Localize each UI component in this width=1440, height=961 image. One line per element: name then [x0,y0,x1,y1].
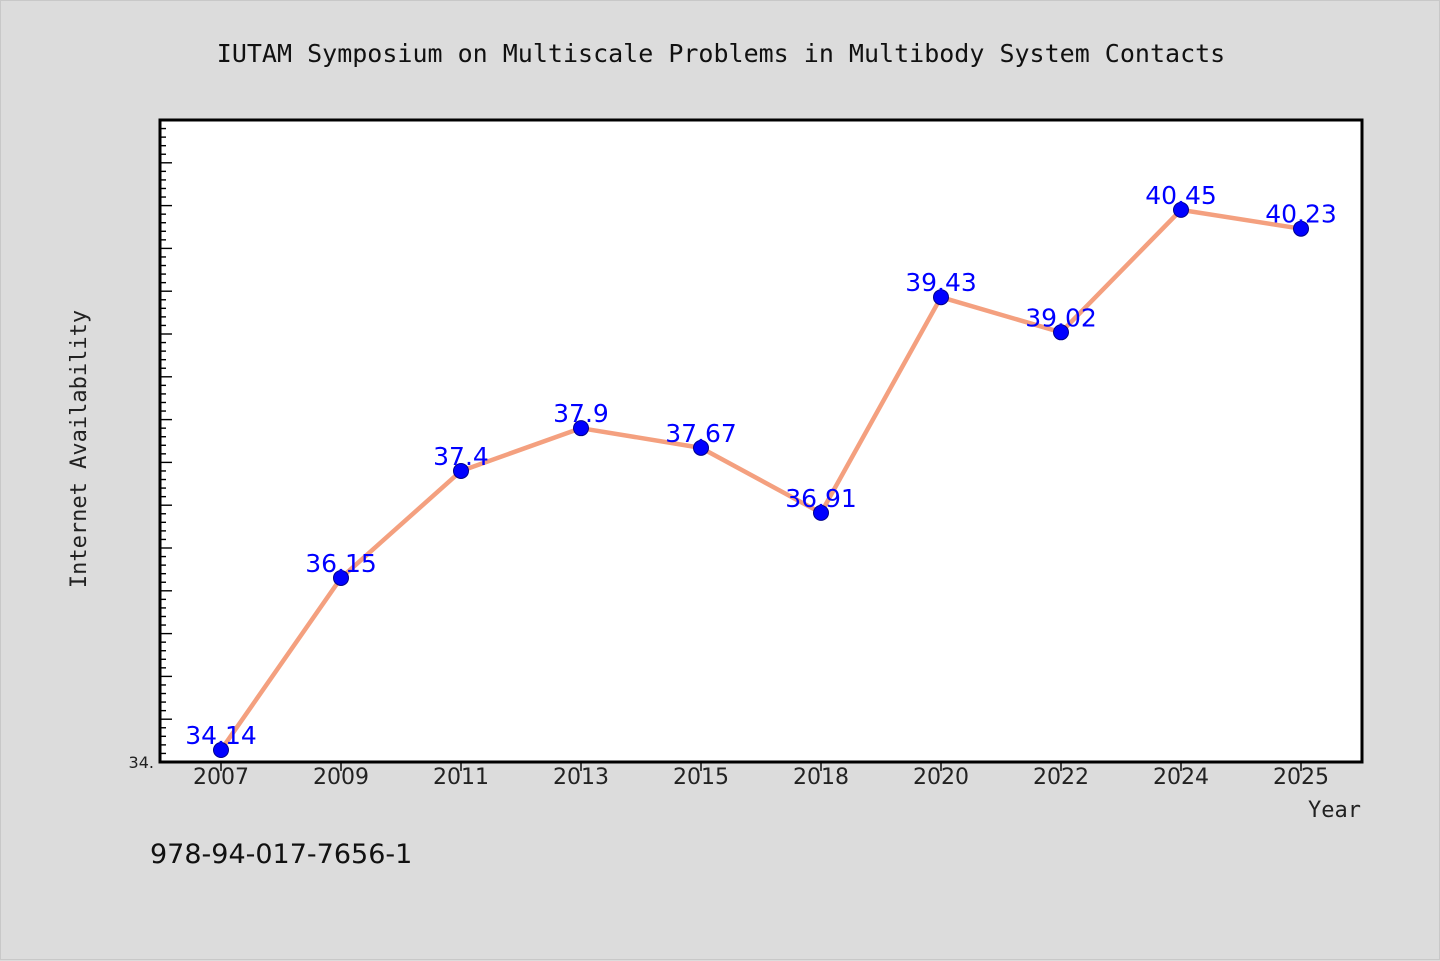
x-axis-label: Year [1308,798,1361,823]
y-axis-label: Internet Availability [67,310,92,588]
series-group: 34.14 36.15 37.4 37.9 37.67 36.91 39.43 39.02 40… [185,181,1337,759]
x-tick-label: 2018 [793,765,849,790]
x-tick-label: 2015 [673,765,729,790]
data-label: 39.02 [1025,303,1097,332]
data-label: 36.15 [305,549,377,578]
data-point [693,439,709,456]
y-axis-ticks [160,127,172,755]
data-point [213,742,229,759]
data-label: 37.4 [433,442,489,471]
data-point [933,289,949,306]
data-point [453,462,469,479]
x-tick-label: 2007 [193,765,249,790]
data-point [333,569,349,586]
series-line [219,207,1302,752]
y-tick-label: 34. [129,753,154,772]
data-label: 37.67 [665,419,737,448]
data-point [813,504,829,521]
x-tick-label: 2011 [433,765,489,790]
x-axis-ticks [220,762,1302,771]
x-tick-label: 2025 [1273,765,1329,790]
x-tick-label: 2020 [913,765,969,790]
data-label: 37.9 [553,399,609,428]
data-label: 39.43 [905,268,977,297]
data-point [573,420,589,437]
data-point [1173,201,1189,218]
data-label: 40.45 [1145,181,1217,210]
x-tick-labels: 2007 2009 2011 2013 2015 2018 2020 2022 2024 2025 [193,765,1329,790]
x-tick-label: 2024 [1153,765,1209,790]
x-tick-label: 2013 [553,765,609,790]
data-label: 34.14 [185,721,257,750]
x-tick-label: 2022 [1033,765,1089,790]
isbn-caption: 978-94-017-7656-1 [150,839,412,870]
data-point [1053,324,1069,341]
chart-title: IUTAM Symposium on Multiscale Problems i… [217,39,1225,68]
data-point [1293,220,1309,237]
data-label: 40.23 [1265,200,1337,229]
x-tick-label: 2009 [313,765,369,790]
data-label: 36.91 [785,484,857,513]
